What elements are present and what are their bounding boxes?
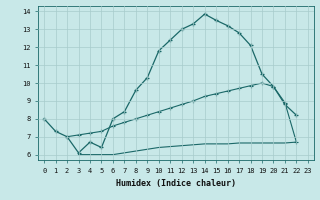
X-axis label: Humidex (Indice chaleur): Humidex (Indice chaleur): [116, 179, 236, 188]
